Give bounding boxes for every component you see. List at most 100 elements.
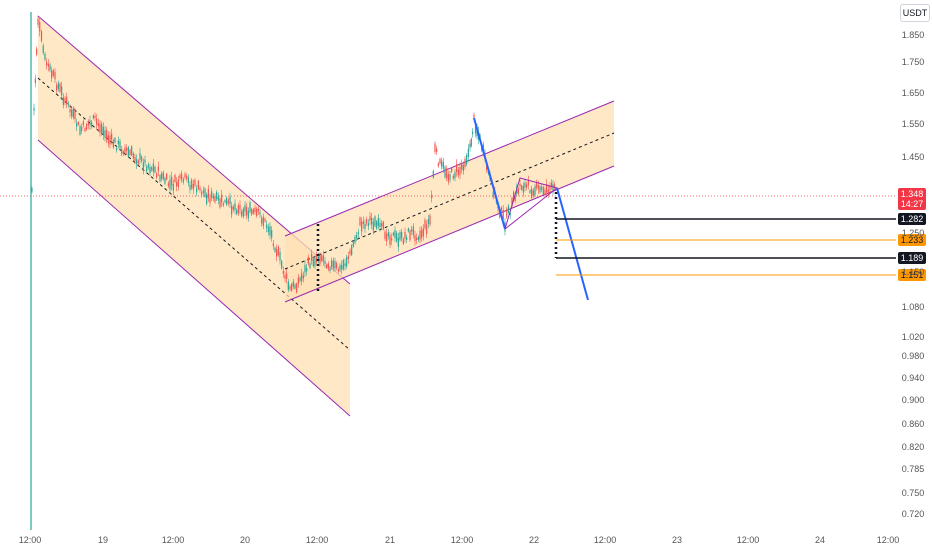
candle-body: [381, 223, 383, 227]
candle-body: [553, 184, 556, 188]
candle-body: [297, 277, 299, 285]
candle-body: [464, 158, 466, 168]
candle-body: [234, 203, 236, 211]
candle-body: [116, 147, 118, 151]
candle-body: [459, 166, 461, 175]
x-tick-label: 20: [240, 535, 250, 545]
candle-body: [274, 247, 276, 252]
candle-body: [54, 71, 56, 80]
descending-channel-lower-line: [37, 139, 351, 417]
candle-body: [92, 115, 94, 119]
candle-body: [407, 228, 409, 232]
candle-body: [517, 188, 519, 194]
price-axis[interactable]: 1.8501.7501.6501.5501.4501.3501.2501.150…: [902, 30, 925, 519]
candle-body: [261, 218, 263, 224]
candle-body: [91, 122, 93, 127]
candle-body: [62, 96, 64, 105]
candle-body: [421, 229, 423, 238]
candle-body: [441, 160, 443, 167]
candle-body: [329, 268, 331, 271]
y-tick-label: 1.250: [902, 228, 925, 238]
candle-body: [317, 256, 319, 260]
candle-body: [47, 63, 49, 67]
x-tick-label: 12:00: [594, 535, 617, 545]
candle-body: [231, 205, 233, 215]
candle-body: [99, 123, 101, 133]
y-tick-label: 0.820: [902, 442, 925, 452]
candle-body: [422, 228, 424, 237]
candle-body: [33, 108, 35, 111]
candle-body: [547, 189, 549, 194]
x-tick-label: 12:00: [877, 535, 900, 545]
candle-body: [167, 183, 169, 186]
candle-body: [161, 173, 163, 180]
candle-body: [286, 273, 288, 279]
current-price-badge: 1.348 14:27: [898, 188, 926, 210]
candle-body: [136, 159, 138, 165]
time-axis[interactable]: 12:00 19 12:00 20 12:00 21 12:00 22 12:00 23 12:00…: [19, 535, 900, 545]
currency-label[interactable]: USDT: [900, 4, 930, 22]
candle-body: [229, 196, 231, 205]
candle-body: [513, 191, 515, 201]
candle-body: [444, 167, 446, 177]
candle-body: [324, 261, 326, 264]
candle-body: [139, 152, 141, 160]
candle-body: [281, 261, 283, 269]
candle-body: [541, 186, 543, 190]
candle-body: [289, 286, 291, 290]
candle-body: [256, 208, 258, 217]
candle-body: [382, 221, 384, 230]
ascending-channel: [284, 100, 615, 303]
candle-body: [104, 130, 106, 138]
candle-body: [272, 243, 274, 247]
candle-body: [359, 217, 361, 226]
candle-body: [527, 179, 529, 186]
candle-body: [334, 261, 336, 269]
candle-body: [149, 166, 151, 174]
candle-body: [119, 141, 121, 149]
candle-body: [252, 209, 254, 214]
level-badge: 1.233: [898, 234, 926, 246]
candle-body: [111, 133, 113, 140]
candles-group: [30, 12, 556, 530]
candle-body: [282, 270, 284, 274]
candle-body: [81, 126, 83, 131]
candle-body: [436, 148, 438, 152]
candle-body: [57, 83, 59, 89]
candle-body: [162, 172, 164, 180]
y-tick-label: 1.750: [902, 57, 925, 67]
candle-body: [191, 179, 193, 189]
candle-body: [546, 183, 548, 193]
candle-body: [277, 246, 279, 256]
candle-body: [321, 255, 323, 261]
candle-body: [67, 103, 69, 106]
candle-body: [311, 253, 313, 261]
candle-body: [257, 208, 259, 212]
candle-body: [209, 197, 211, 203]
candle-body: [74, 111, 76, 120]
candle-body: [42, 45, 44, 53]
level-value: 1.151: [901, 270, 924, 280]
candle-body: [344, 263, 346, 266]
y-tick-label: 1.550: [902, 119, 925, 129]
candle-body: [387, 232, 389, 237]
candle-body: [404, 231, 406, 239]
candle-body: [216, 192, 218, 200]
candle-body: [51, 70, 53, 79]
candle-body: [392, 232, 394, 236]
candle-body: [544, 189, 546, 195]
candle-body: [241, 211, 243, 216]
candle-body: [202, 190, 204, 193]
candle-body: [469, 143, 471, 149]
candle-body: [351, 245, 353, 255]
candle-body: [427, 219, 429, 225]
projection-line: [556, 187, 589, 301]
candle-body: [331, 260, 333, 267]
level-badge: 1.282: [898, 213, 926, 225]
candle-body: [106, 130, 108, 140]
x-tick-label: 12:00: [451, 535, 474, 545]
candle-body: [531, 188, 533, 198]
candle-body: [341, 265, 343, 270]
y-tick-label: 0.785: [902, 464, 925, 474]
